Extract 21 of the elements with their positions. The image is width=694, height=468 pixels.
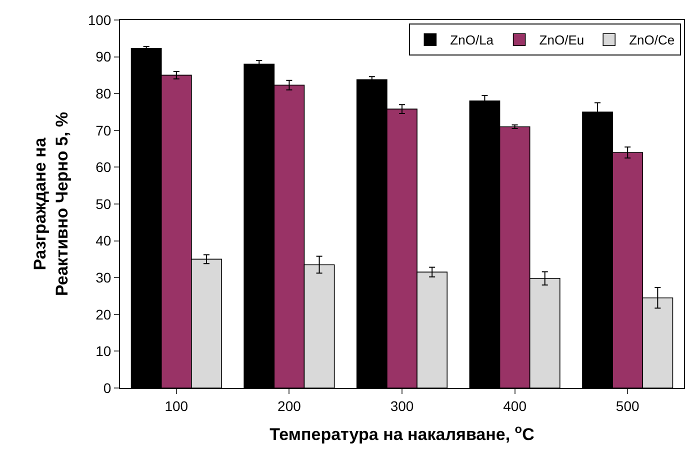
- x-tick-label: 100: [164, 398, 188, 414]
- y-tick-label: 30: [96, 270, 112, 286]
- x-tick-label: 500: [616, 398, 640, 414]
- y-tick-label: 10: [96, 343, 112, 360]
- x-tick-label: 400: [503, 398, 527, 414]
- y-tick-label: 40: [96, 232, 112, 249]
- x-tick-label: 300: [390, 398, 414, 414]
- x-tick-label: 200: [278, 398, 302, 414]
- y-tick-label: 0: [103, 380, 112, 396]
- y-tick-label: 80: [96, 86, 112, 102]
- y-tick-label: 60: [96, 159, 112, 176]
- legend-label: ZnO/La: [450, 32, 494, 48]
- y-tick-label: 70: [96, 122, 112, 138]
- y-tick-label: 100: [88, 12, 112, 28]
- y-tick-label: 90: [96, 48, 112, 65]
- y-axis-title: Разграждане на Реактивно Черно 5, %: [30, 112, 72, 296]
- y-tick-label: 20: [96, 306, 112, 322]
- y-tick-label: 50: [96, 196, 112, 212]
- legend-label: ZnO/Ce: [629, 32, 675, 48]
- x-axis-title: Температура на накаляване, $^{o}$C: [270, 422, 534, 444]
- legend-label: ZnO/Eu: [539, 32, 584, 48]
